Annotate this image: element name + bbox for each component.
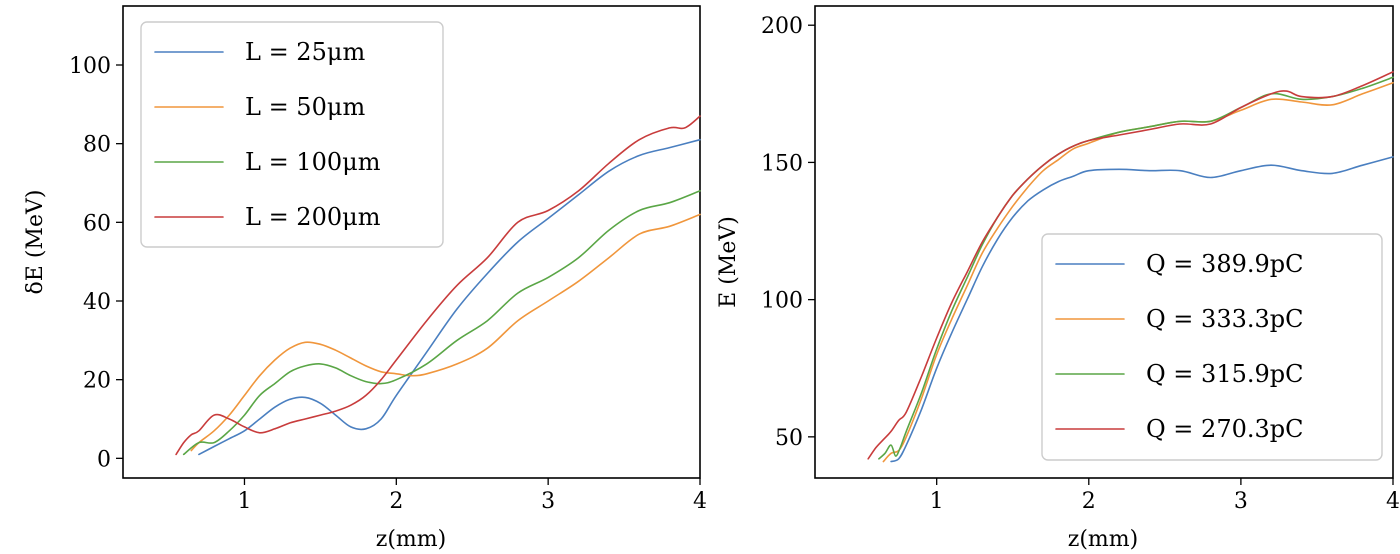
y-tick-label: 50 <box>775 426 803 451</box>
x-tick-label: 4 <box>693 489 707 514</box>
y-tick-label: 60 <box>83 211 111 236</box>
legend-label-0: Q = 389.9pC <box>1146 250 1303 278</box>
energy-chart: 1 2 3 4 50 100 150 200 z(mm) E (MeV) Q = 389.9p… <box>716 5 1400 552</box>
legend-label-0: L = 25μm <box>245 38 365 66</box>
x-tick-label: 1 <box>237 489 251 514</box>
legend-label-1: L = 50μm <box>245 93 365 121</box>
legend: Q = 389.9pC Q = 333.3pC Q = 315.9pC Q = 270… <box>1041 233 1383 461</box>
y-axis-label: E (MeV) <box>716 216 741 308</box>
y-tick-label: 150 <box>761 151 803 176</box>
x-tick-label: 1 <box>930 489 944 514</box>
legend: L = 25μm L = 50μm L = 100μm L = 200μm <box>140 21 444 248</box>
x-tick-label: 3 <box>541 489 555 514</box>
y-tick-label: 20 <box>83 369 111 394</box>
series-line-1 <box>882 82 1394 463</box>
x-tick-label: 2 <box>1082 489 1096 514</box>
series-line-0 <box>890 156 1394 463</box>
legend-label-3: L = 200μm <box>245 203 381 231</box>
y-tick-label: 100 <box>69 54 111 79</box>
series-line-0 <box>198 138 701 456</box>
x-tick-label: 4 <box>1386 489 1400 514</box>
series-line-3 <box>175 115 701 456</box>
legend-box <box>1041 233 1383 461</box>
series-line-1 <box>190 213 701 452</box>
plot-frame <box>814 5 1394 479</box>
x-tick-label: 3 <box>1234 489 1248 514</box>
legend-label-3: Q = 270.3pC <box>1146 415 1303 443</box>
plot-frame <box>122 5 701 479</box>
y-tick-label: 200 <box>761 14 803 39</box>
tick-group: 1 2 3 4 50 100 150 200 <box>761 14 1400 514</box>
y-axis-label: δE (MeV) <box>23 190 48 295</box>
series-group <box>175 115 701 456</box>
y-tick-label: 40 <box>83 290 111 315</box>
x-axis-label: z(mm) <box>1068 527 1138 552</box>
series-group <box>867 71 1394 463</box>
legend-label-1: Q = 333.3pC <box>1146 305 1303 333</box>
x-axis-label: z(mm) <box>376 527 446 552</box>
series-line-3 <box>867 71 1394 460</box>
series-line-2 <box>182 190 701 456</box>
y-tick-label: 80 <box>83 133 111 158</box>
legend-label-2: L = 100μm <box>245 148 381 176</box>
legend-box <box>140 21 444 248</box>
y-tick-label: 0 <box>97 447 111 472</box>
legend-label-2: Q = 315.9pC <box>1146 360 1303 388</box>
y-tick-label: 100 <box>761 289 803 314</box>
x-tick-label: 2 <box>389 489 403 514</box>
